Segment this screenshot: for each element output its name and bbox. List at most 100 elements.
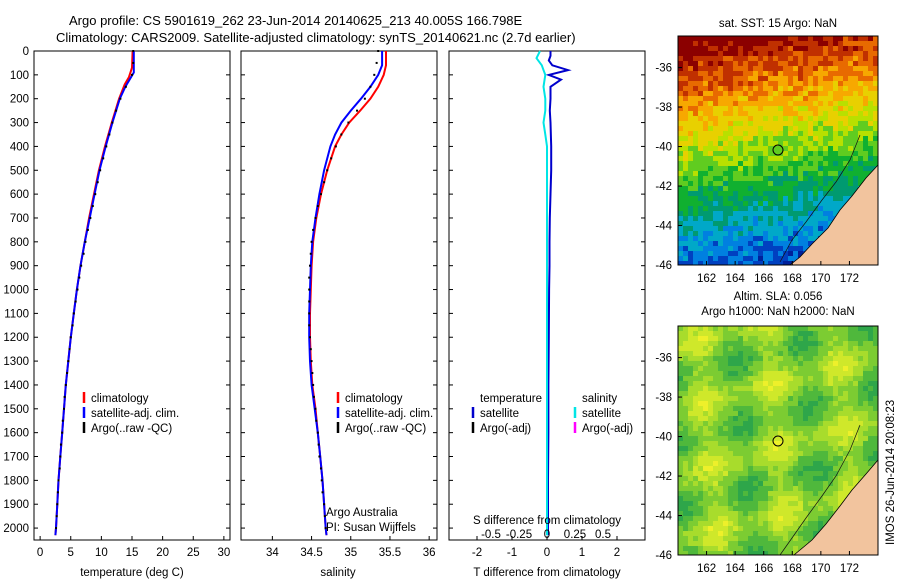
- heatmap-cell: [763, 456, 769, 462]
- heatmap-cell: [718, 181, 724, 187]
- heatmap-cell: [683, 96, 689, 102]
- heatmap-cell: [773, 116, 779, 122]
- heatmap-cell: [828, 126, 834, 132]
- heatmap-cell: [768, 216, 774, 222]
- heatmap-cell: [778, 551, 784, 555]
- heatmap-cell: [753, 126, 759, 132]
- heatmap-cell: [778, 141, 784, 147]
- heatmap-cell: [738, 221, 744, 227]
- heatmap-cell: [868, 66, 874, 72]
- heatmap-cell: [748, 161, 754, 167]
- heatmap-cell: [733, 36, 739, 42]
- heatmap-cell: [863, 406, 869, 412]
- salinity-tick-labels: 34 34.5 35 35.5 36: [266, 536, 436, 559]
- heatmap-cell: [793, 451, 799, 457]
- heatmap-cell: [728, 471, 734, 477]
- heatmap-cell: [868, 451, 874, 457]
- heatmap-cell: [678, 61, 684, 67]
- heatmap-cell: [788, 176, 794, 182]
- heatmap-cell: [738, 86, 744, 92]
- argo-point: [317, 443, 320, 446]
- heatmap-cell: [773, 401, 779, 407]
- heatmap-cell: [743, 121, 749, 127]
- heatmap-cell: [853, 331, 859, 337]
- heatmap-cell: [868, 326, 874, 332]
- heatmap-cell: [738, 456, 744, 462]
- argo-point: [316, 431, 319, 434]
- heatmap-cell: [688, 466, 694, 472]
- heatmap-cell: [748, 156, 754, 162]
- heatmap-cell: [688, 356, 694, 362]
- heatmap-cell: [753, 256, 759, 262]
- heatmap-cell: [868, 141, 874, 147]
- heatmap-cell: [693, 131, 699, 137]
- heatmap-cell: [688, 251, 694, 257]
- heatmap-cell: [723, 106, 729, 112]
- heatmap-cell: [713, 401, 719, 407]
- heatmap-cell: [748, 201, 754, 207]
- heatmap-cell: [858, 406, 864, 412]
- heatmap-cell: [818, 201, 824, 207]
- heatmap-cell: [803, 446, 809, 452]
- heatmap-cell: [728, 501, 734, 507]
- heatmap-cell: [693, 196, 699, 202]
- heatmap-cell: [708, 416, 714, 422]
- heatmap-cell: [793, 491, 799, 497]
- heatmap-cell: [683, 401, 689, 407]
- heatmap-cell: [793, 461, 799, 467]
- heatmap-cell: [783, 416, 789, 422]
- heatmap-cell: [738, 336, 744, 342]
- heatmap-cell: [773, 541, 779, 547]
- heatmap-cell: [693, 401, 699, 407]
- heatmap-cell: [698, 166, 704, 172]
- heatmap-cell: [858, 96, 864, 102]
- heatmap-cell: [688, 371, 694, 377]
- heatmap-cell: [678, 66, 684, 72]
- heatmap-cell: [693, 491, 699, 497]
- heatmap-cell: [683, 66, 689, 72]
- heatmap-cell: [768, 391, 774, 397]
- heatmap-cell: [708, 151, 714, 157]
- argo-point: [59, 455, 62, 458]
- heatmap-cell: [778, 431, 784, 437]
- heatmap-cell: [763, 156, 769, 162]
- heatmap-cell: [833, 201, 839, 207]
- heatmap-cell: [743, 341, 749, 347]
- heatmap-cell: [748, 526, 754, 532]
- heatmap-cell: [713, 206, 719, 212]
- heatmap-cell: [783, 326, 789, 332]
- heatmap-cell: [818, 161, 824, 167]
- heatmap-cell: [748, 401, 754, 407]
- heatmap-cell: [818, 106, 824, 112]
- heatmap-cell: [738, 331, 744, 337]
- heatmap-cell: [793, 466, 799, 472]
- heatmap-cell: [718, 471, 724, 477]
- heatmap-cell: [748, 466, 754, 472]
- heatmap-cell: [728, 101, 734, 107]
- heatmap-cell: [723, 136, 729, 142]
- heatmap-cell: [863, 66, 869, 72]
- heatmap-cell: [753, 151, 759, 157]
- heatmap-cell: [818, 196, 824, 202]
- heatmap-cell: [813, 41, 819, 47]
- heatmap-cell: [803, 36, 809, 42]
- heatmap-cell: [788, 436, 794, 442]
- heatmap-cell: [788, 151, 794, 157]
- heatmap-cell: [788, 251, 794, 257]
- heatmap-cell: [703, 61, 709, 67]
- heatmap-cell: [833, 381, 839, 387]
- heatmap-cell: [828, 351, 834, 357]
- heatmap-cell: [778, 241, 784, 247]
- argo-point: [340, 133, 343, 136]
- heatmap-cell: [698, 536, 704, 542]
- difference-tick-labels: -2 -1 0 1 2: [472, 536, 620, 559]
- heatmap-cell: [783, 521, 789, 527]
- heatmap-cell: [813, 421, 819, 427]
- heatmap-cell: [778, 56, 784, 62]
- heatmap-cell: [703, 481, 709, 487]
- heatmap-cell: [728, 416, 734, 422]
- heatmap-cell: [863, 441, 869, 447]
- heatmap-cell: [798, 41, 804, 47]
- heatmap-cell: [708, 41, 714, 47]
- heatmap-cell: [753, 391, 759, 397]
